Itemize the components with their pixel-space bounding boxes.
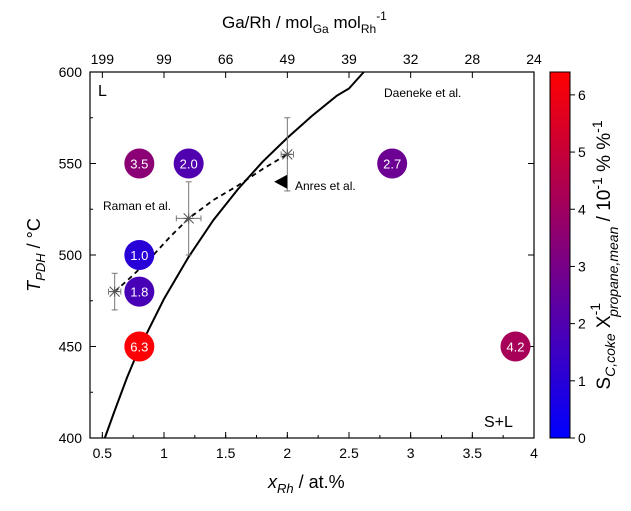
data-points: 3.5 2.0 2.7 1.0 1.8 6.3 4.2 [124, 148, 531, 362]
top-tick-label: 28 [465, 51, 481, 67]
data-point [377, 148, 408, 179]
y-tick-label: 600 [59, 64, 83, 80]
plot-frame [89, 71, 535, 439]
raman-label: Raman et al. [103, 199, 171, 213]
top-tick-label: 99 [156, 51, 172, 67]
colorbar-tick-label: 2 [578, 316, 586, 332]
colorbar-ticks: 0 1 2 3 4 5 6 [570, 87, 586, 446]
data-point-label: 3.5 [130, 157, 148, 172]
axis-ticks: 0.5 1 1.5 2 2.5 3 3.5 4 199 99 66 49 39 32 28 24 400 450 5… [59, 51, 542, 461]
top-tick-label: 49 [280, 51, 296, 67]
data-point-label: 2.0 [180, 157, 198, 172]
x-tick-label: 3.5 [463, 445, 483, 461]
x-tick-label: 1 [160, 445, 168, 461]
x-tick-label: 3 [407, 445, 415, 461]
colorbar-tick-label: 6 [578, 87, 586, 103]
raman-error-bars [108, 117, 294, 311]
x-tick-label: 2 [283, 445, 291, 461]
colorbar [549, 71, 571, 439]
raman-dashed-curve [114, 153, 288, 293]
region-label-liquid: L [98, 83, 107, 100]
y-tick-label: 450 [59, 339, 83, 355]
daeneke-label: Daeneke et al. [384, 86, 461, 100]
top-tick-label: 66 [218, 51, 234, 67]
data-point [124, 331, 155, 362]
data-point-label: 4.2 [506, 340, 524, 355]
data-point-label: 2.7 [383, 157, 401, 172]
anres-label: Anres et al. [295, 179, 356, 193]
region-label-solid-liquid: S+L [484, 414, 513, 431]
data-point [173, 148, 204, 179]
y-axis-label: TPDH / °C [24, 218, 48, 292]
top-tick-label: 24 [526, 51, 542, 67]
top-tick-label: 199 [91, 51, 115, 67]
data-point-label: 6.3 [130, 340, 148, 355]
liquidus-curve [103, 71, 365, 439]
x-axis-label: xRh / at.% [267, 472, 345, 496]
data-point [124, 240, 155, 270]
data-point [124, 276, 155, 307]
colorbar-tick-label: 4 [578, 201, 586, 217]
x-tick-label: 1.5 [216, 445, 236, 461]
data-point [124, 148, 155, 179]
data-point-label: 1.8 [130, 285, 148, 300]
x-tick-label: 0.5 [93, 445, 113, 461]
y-tick-label: 500 [59, 247, 83, 263]
top-tick-label: 39 [341, 51, 357, 67]
colorbar-tick-label: 5 [578, 144, 586, 160]
y-tick-label: 400 [59, 430, 83, 446]
data-point [500, 331, 531, 362]
data-point-label: 1.0 [130, 248, 148, 263]
y-tick-label: 550 [59, 156, 83, 172]
colorbar-tick-label: 0 [578, 430, 586, 446]
curves [103, 71, 365, 439]
colorbar-tick-label: 3 [578, 258, 586, 274]
top-tick-label: 32 [403, 51, 419, 67]
anres-marker [274, 174, 288, 189]
colorbar-tick-label: 1 [578, 373, 586, 389]
x-tick-label: 4 [530, 445, 538, 461]
top-axis-label: Ga/Rh / molGa molRh-1 [222, 9, 387, 36]
x-tick-label: 2.5 [339, 445, 359, 461]
colorbar-label: SC,coke X-1 propane,mean / 10-1 % %-1 [587, 120, 621, 389]
